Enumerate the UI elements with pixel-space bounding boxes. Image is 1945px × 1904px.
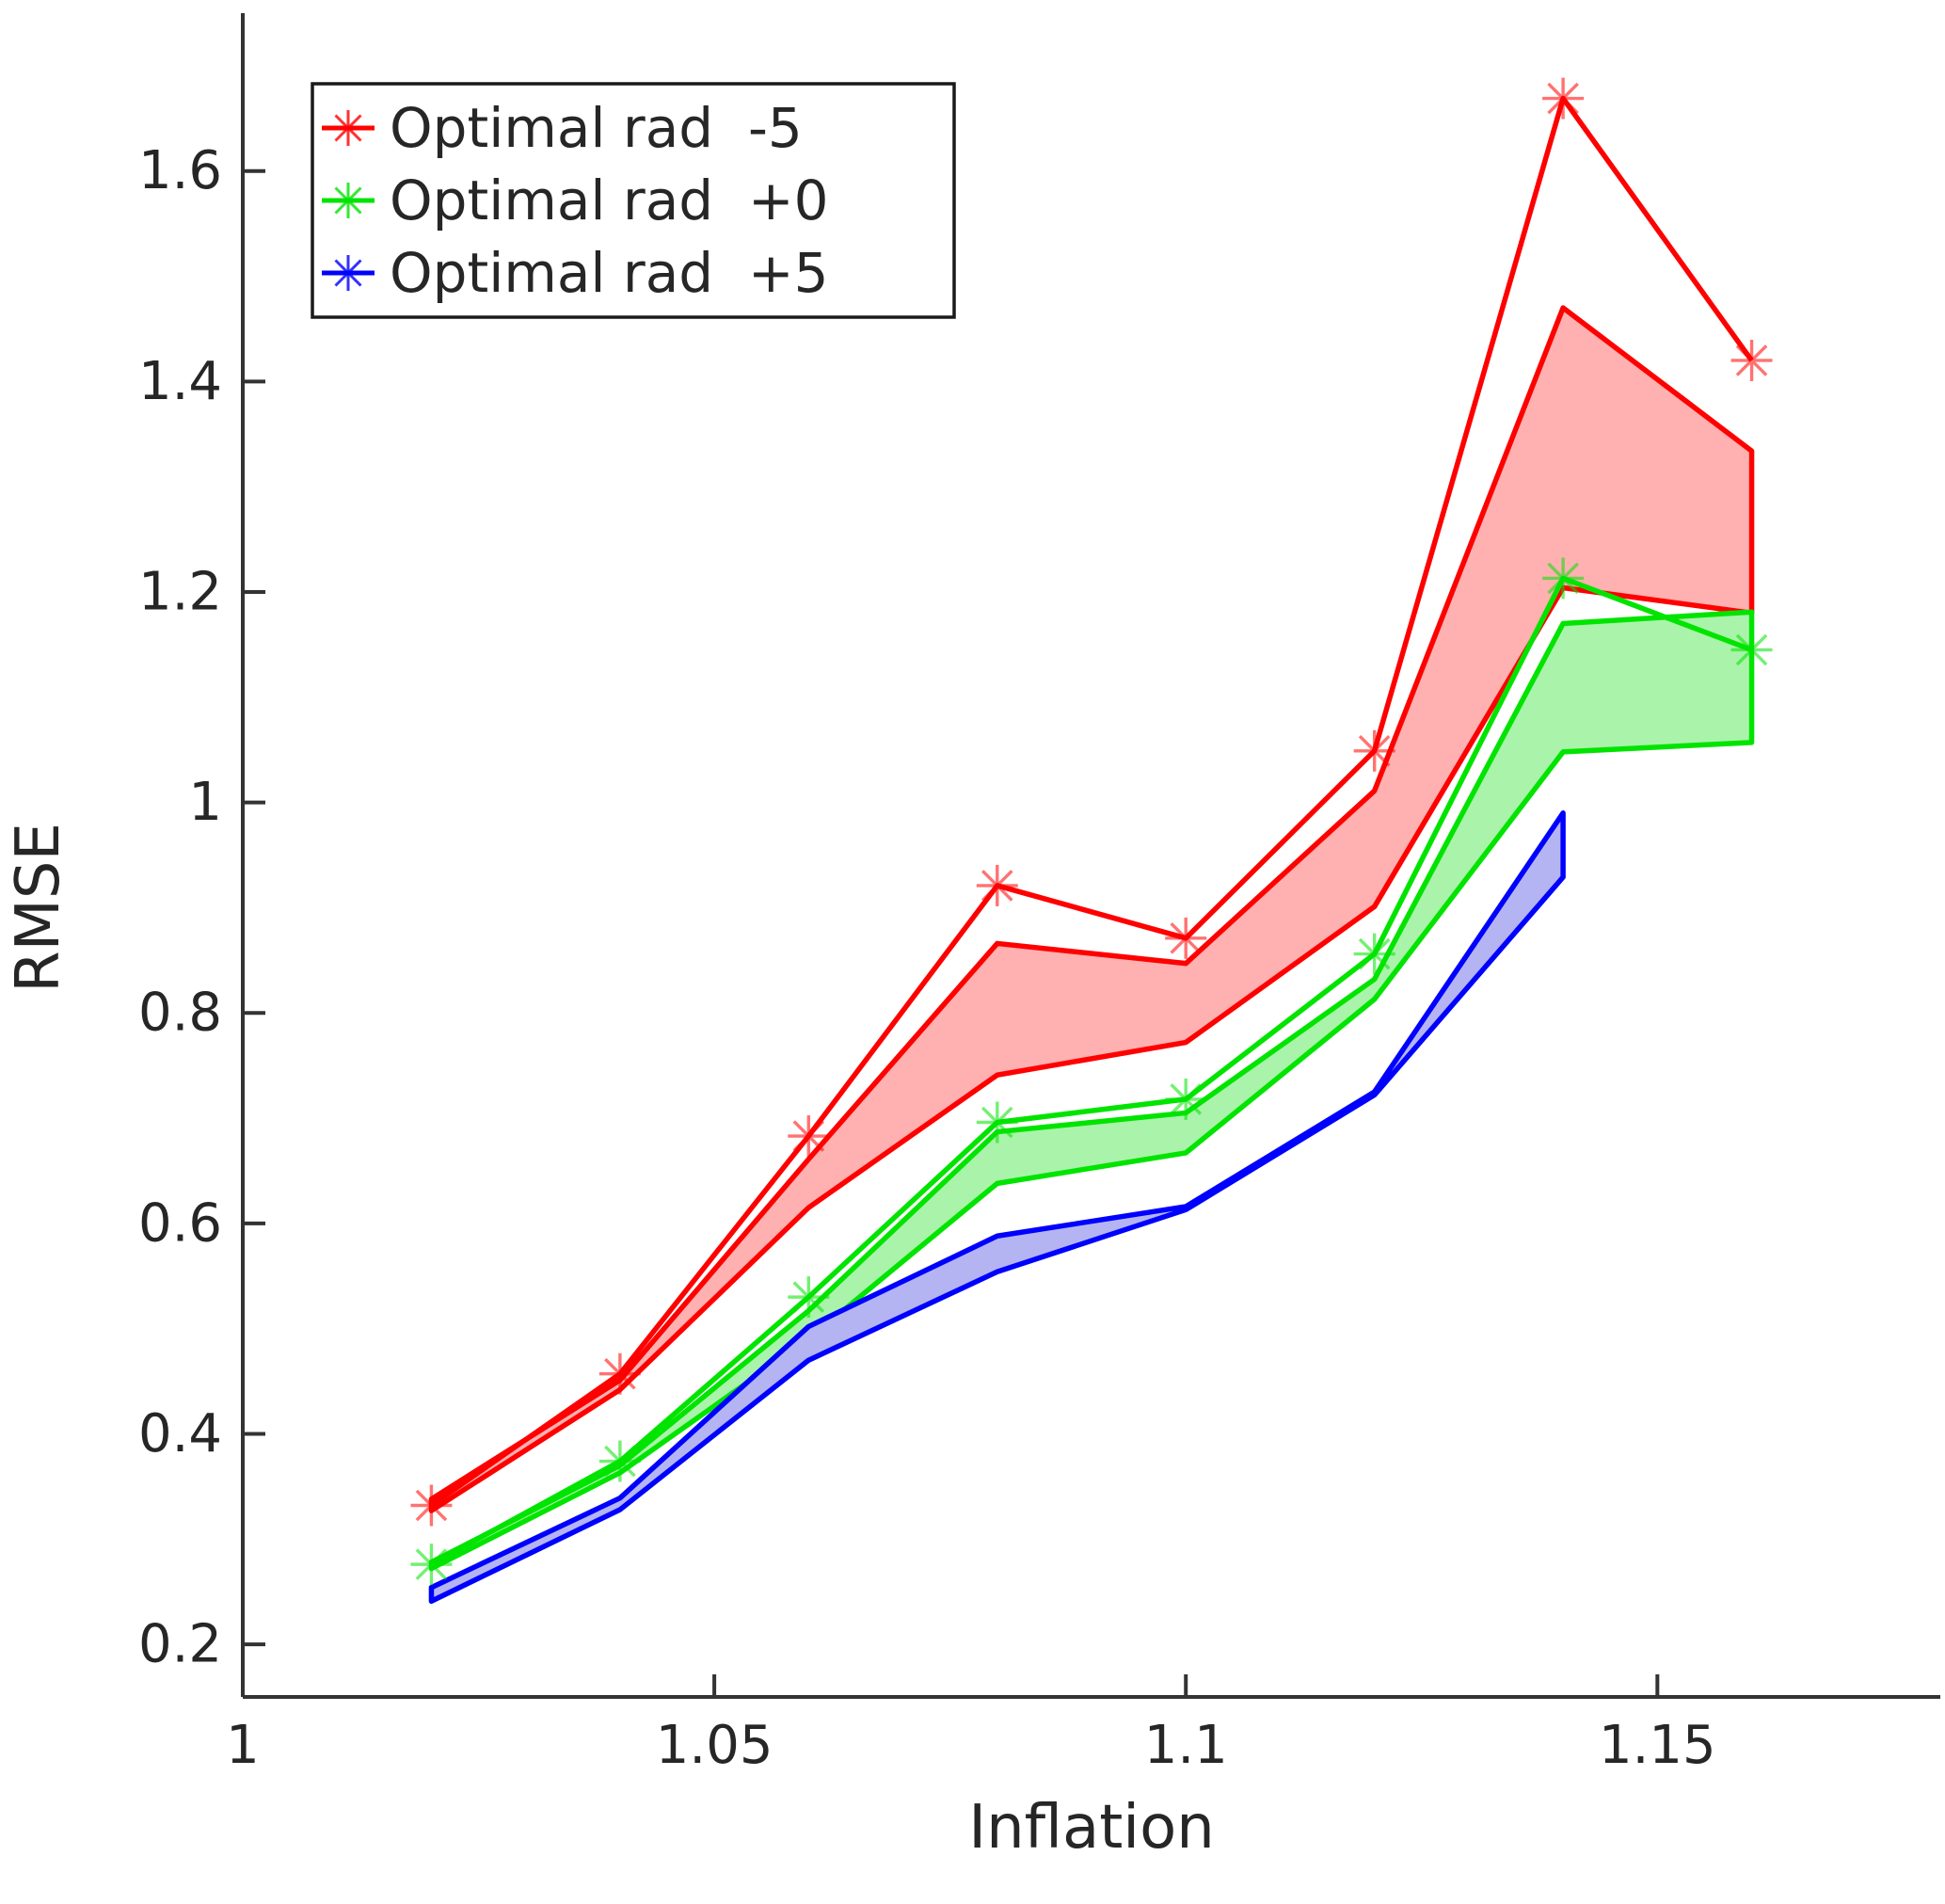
legend-asterisk-icon [330, 110, 366, 146]
legend-asterisk-icon [330, 183, 366, 218]
x-tick-label: 1 [226, 1715, 260, 1776]
y-tick-label: 1.6 [138, 140, 222, 201]
y-tick-label: 1 [188, 772, 222, 833]
legend-box [311, 82, 956, 319]
series-band-2 [428, 810, 1566, 1605]
x-tick-label: 1.15 [1599, 1715, 1716, 1776]
x-axis-label: Inflation [968, 1793, 1215, 1863]
legend-asterisk-icon [330, 255, 366, 291]
series-band-1 [428, 609, 1755, 1572]
series-line-1 [430, 575, 1753, 1567]
y-tick-label: 0.2 [138, 1614, 222, 1675]
y-tick-label: 1.4 [138, 351, 222, 412]
x-tick-label: 1.1 [1144, 1715, 1228, 1776]
y-axis-label: RMSE [4, 823, 73, 993]
y-tick-label: 0.6 [138, 1192, 222, 1254]
series-line-0 [429, 95, 1754, 1508]
legend-label: Optimal rad +0 [390, 168, 829, 232]
x-tick-label: 1.05 [656, 1715, 773, 1776]
legend-label: Optimal rad +5 [390, 241, 829, 305]
legend-label: Optimal rad -5 [390, 96, 803, 160]
y-tick-label: 0.8 [138, 983, 222, 1044]
y-tick-label: 0.4 [138, 1403, 222, 1464]
y-tick-label: 1.2 [138, 561, 222, 622]
